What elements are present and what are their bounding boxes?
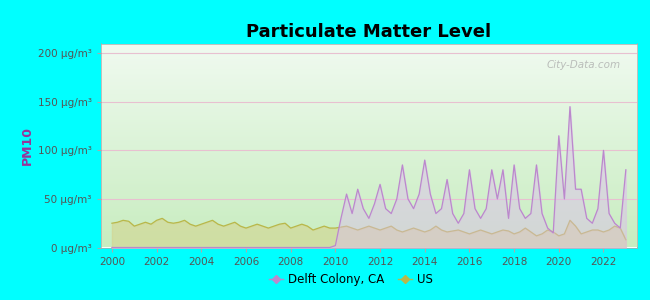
Text: City-Data.com: City-Data.com [547,60,621,70]
Title: Particulate Matter Level: Particulate Matter Level [246,22,491,40]
Y-axis label: PM10: PM10 [21,126,34,165]
Legend: Delft Colony, CA, US: Delft Colony, CA, US [265,269,437,291]
